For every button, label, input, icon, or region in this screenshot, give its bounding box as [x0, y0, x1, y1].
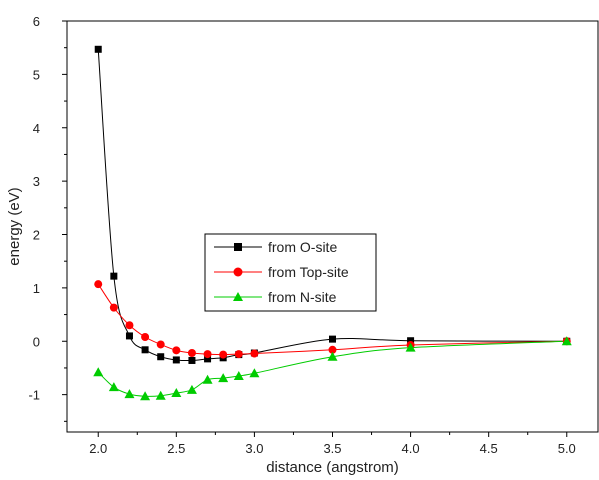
legend-marker-top-site [233, 267, 243, 277]
data-point-o-site [125, 332, 133, 340]
data-point-top-site [250, 349, 259, 358]
x-tick-label: 4.0 [402, 441, 420, 456]
y-tick-label: 3 [33, 174, 40, 189]
data-point-top-site [109, 303, 118, 312]
legend-label-n-site: from N-site [268, 289, 337, 305]
x-tick-label: 3.5 [323, 441, 341, 456]
data-point-o-site [407, 337, 415, 345]
data-point-top-site [156, 340, 165, 349]
y-tick-label: 4 [33, 121, 40, 136]
data-point-n-site [327, 351, 338, 361]
legend-marker-n-site [233, 292, 243, 301]
data-point-n-site [249, 368, 260, 378]
data-point-top-site [187, 349, 196, 358]
data-point-o-site [329, 335, 336, 343]
data-point-top-site [203, 350, 212, 359]
y-tick-label: 2 [33, 228, 40, 243]
data-point-o-site [94, 45, 102, 53]
data-point-top-site [172, 346, 181, 355]
x-tick-label: 4.5 [480, 441, 498, 456]
data-point-top-site [328, 345, 337, 354]
legend-label-top-site: from Top-site [268, 264, 349, 280]
data-point-o-site [172, 356, 180, 364]
data-point-top-site [94, 280, 103, 289]
x-axis: 2.0 2.5 3.0 3.5 4.0 4.5 5.0 [89, 432, 576, 456]
data-point-top-site [125, 321, 134, 330]
y-tick-label: 6 [33, 14, 40, 29]
data-point-n-site [140, 391, 151, 401]
series-line-0 [97, 49, 567, 362]
data-point-top-site [141, 332, 150, 341]
data-point-top-site [234, 350, 243, 359]
x-tick-label: 3.0 [245, 441, 263, 456]
data-point-n-site [561, 336, 572, 346]
data-point-o-site [141, 346, 149, 354]
y-tick-label: 5 [33, 67, 40, 82]
data-point-o-site [204, 355, 212, 363]
y-tick-label: 1 [33, 281, 40, 296]
data-point-n-site [186, 384, 197, 394]
x-tick-label: 5.0 [558, 441, 576, 456]
data-point-o-site [188, 356, 196, 364]
data-point-n-site [155, 390, 166, 400]
y-tick-label: 0 [33, 334, 40, 349]
data-point-n-site [233, 370, 244, 380]
y-axis-label: energy (eV) [6, 187, 23, 265]
data-point-n-site [218, 373, 229, 383]
series-markers [93, 45, 572, 401]
legend-label-o-site: from O-site [268, 239, 337, 255]
data-point-o-site [110, 272, 118, 280]
x-tick-label: 2.5 [167, 441, 185, 456]
x-tick-label: 2.0 [89, 441, 107, 456]
y-tick-label: -1 [28, 388, 40, 403]
data-point-n-site [93, 367, 104, 377]
data-point-o-site [157, 353, 165, 361]
x-axis-label: distance (angstrom) [266, 459, 399, 476]
data-point-n-site [202, 374, 213, 384]
data-point-n-site [124, 389, 135, 399]
data-point-n-site [108, 382, 119, 392]
y-axis: -1 0 1 2 3 4 5 6 [28, 14, 67, 422]
legend-marker-o-site [234, 243, 242, 251]
data-point-n-site [405, 342, 416, 352]
data-point-n-site [171, 388, 182, 398]
plot-frame [66, 20, 599, 433]
series-lines [97, 49, 567, 397]
legend: from O-site from Top-site from N-site [204, 233, 377, 312]
data-point-top-site [219, 350, 228, 359]
